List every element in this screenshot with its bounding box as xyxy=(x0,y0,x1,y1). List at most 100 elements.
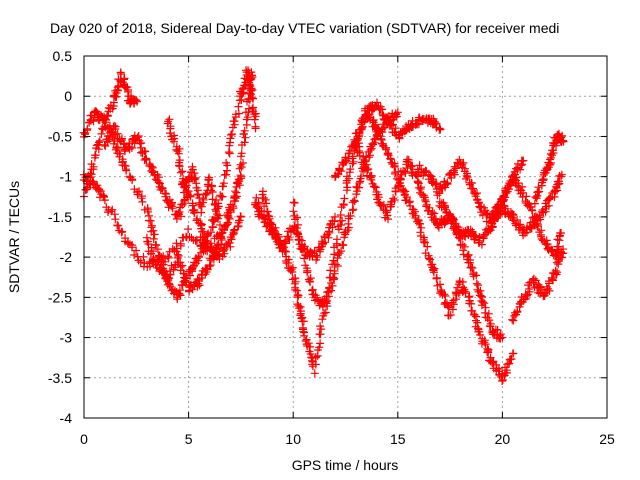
data-point xyxy=(271,223,280,232)
data-point xyxy=(163,252,172,261)
y-tick-label: -4 xyxy=(60,410,73,426)
data-point xyxy=(141,147,150,156)
data-point xyxy=(344,174,353,183)
data-point xyxy=(267,220,276,229)
x-tick-label: 20 xyxy=(495,431,511,447)
data-point xyxy=(117,228,126,237)
data-point xyxy=(194,190,203,199)
data-point xyxy=(318,315,327,324)
data-point xyxy=(309,290,318,299)
data-point xyxy=(337,247,346,256)
data-point xyxy=(478,293,486,301)
data-point xyxy=(425,203,434,212)
data-point xyxy=(217,233,226,242)
x-tick-label: 0 xyxy=(80,431,88,447)
data-point xyxy=(546,155,555,164)
data-point xyxy=(516,165,525,174)
data-point xyxy=(484,227,493,236)
data-point xyxy=(434,221,442,230)
data-point xyxy=(184,225,193,234)
data-point xyxy=(230,192,239,201)
data-point xyxy=(311,360,320,369)
data-point xyxy=(483,313,492,322)
data-point xyxy=(124,238,132,247)
data-point xyxy=(476,330,485,339)
data-point xyxy=(310,246,319,255)
data-point xyxy=(513,307,522,316)
data-point xyxy=(431,180,440,189)
data-point xyxy=(194,256,203,265)
data-point xyxy=(545,194,554,203)
y-tick-labels: 0.5 0 -0.5 -1 -1.5 -2 -2.5 -3 -3.5 -4 xyxy=(48,48,72,426)
data-point xyxy=(200,232,209,241)
data-point xyxy=(339,200,348,209)
data-point xyxy=(213,210,222,219)
data-point xyxy=(251,124,260,133)
data-point xyxy=(136,258,145,267)
data-point xyxy=(154,178,163,187)
data-point xyxy=(399,186,408,195)
data-point xyxy=(531,276,540,285)
data-point xyxy=(461,287,470,296)
data-point xyxy=(519,156,528,165)
data-point xyxy=(233,222,242,231)
data-point xyxy=(138,197,147,206)
data-point xyxy=(164,253,173,262)
data-point xyxy=(259,194,268,202)
data-point xyxy=(308,286,316,295)
data-point xyxy=(359,152,368,161)
data-point xyxy=(186,191,195,200)
data-point xyxy=(503,360,512,369)
data-point xyxy=(521,229,529,238)
data-point xyxy=(335,249,344,258)
data-point xyxy=(288,268,297,276)
data-point xyxy=(240,138,249,147)
data-point xyxy=(330,267,339,275)
data-point xyxy=(406,162,415,171)
data-point xyxy=(554,180,563,188)
data-point xyxy=(357,158,366,167)
data-point xyxy=(237,149,246,158)
data-point xyxy=(391,124,400,133)
y-tick-label: -0.5 xyxy=(48,128,72,144)
data-point xyxy=(355,151,364,160)
data-point xyxy=(426,255,435,264)
data-point xyxy=(211,201,219,209)
data-point xyxy=(396,181,405,190)
data-point xyxy=(348,198,357,207)
data-point xyxy=(507,355,516,363)
data-point xyxy=(120,161,129,170)
data-point xyxy=(172,215,181,223)
data-point xyxy=(225,149,234,158)
data-point xyxy=(364,165,373,173)
data-point xyxy=(245,104,253,113)
data-point xyxy=(198,227,207,236)
data-point xyxy=(175,286,184,295)
data-point xyxy=(153,245,162,254)
data-point xyxy=(551,266,560,275)
data-point xyxy=(464,250,473,259)
data-point xyxy=(498,333,507,342)
data-point xyxy=(471,190,480,199)
data-point xyxy=(127,143,136,152)
data-point xyxy=(345,168,354,177)
data-point xyxy=(317,325,326,334)
data-point xyxy=(293,213,302,222)
data-point xyxy=(280,247,289,255)
data-point xyxy=(215,220,224,229)
data-point xyxy=(226,200,235,209)
data-point xyxy=(241,133,250,142)
data-point xyxy=(549,276,557,285)
data-point xyxy=(441,203,449,212)
data-point xyxy=(432,274,441,283)
data-point xyxy=(300,328,309,337)
data-point xyxy=(289,207,298,216)
data-point xyxy=(132,246,141,255)
data-point xyxy=(236,212,245,221)
data-point xyxy=(525,222,534,231)
data-point xyxy=(117,70,125,78)
data-point xyxy=(355,147,364,155)
data-point xyxy=(228,130,236,139)
y-tick-label: -3 xyxy=(60,330,73,346)
data-point xyxy=(321,308,330,317)
